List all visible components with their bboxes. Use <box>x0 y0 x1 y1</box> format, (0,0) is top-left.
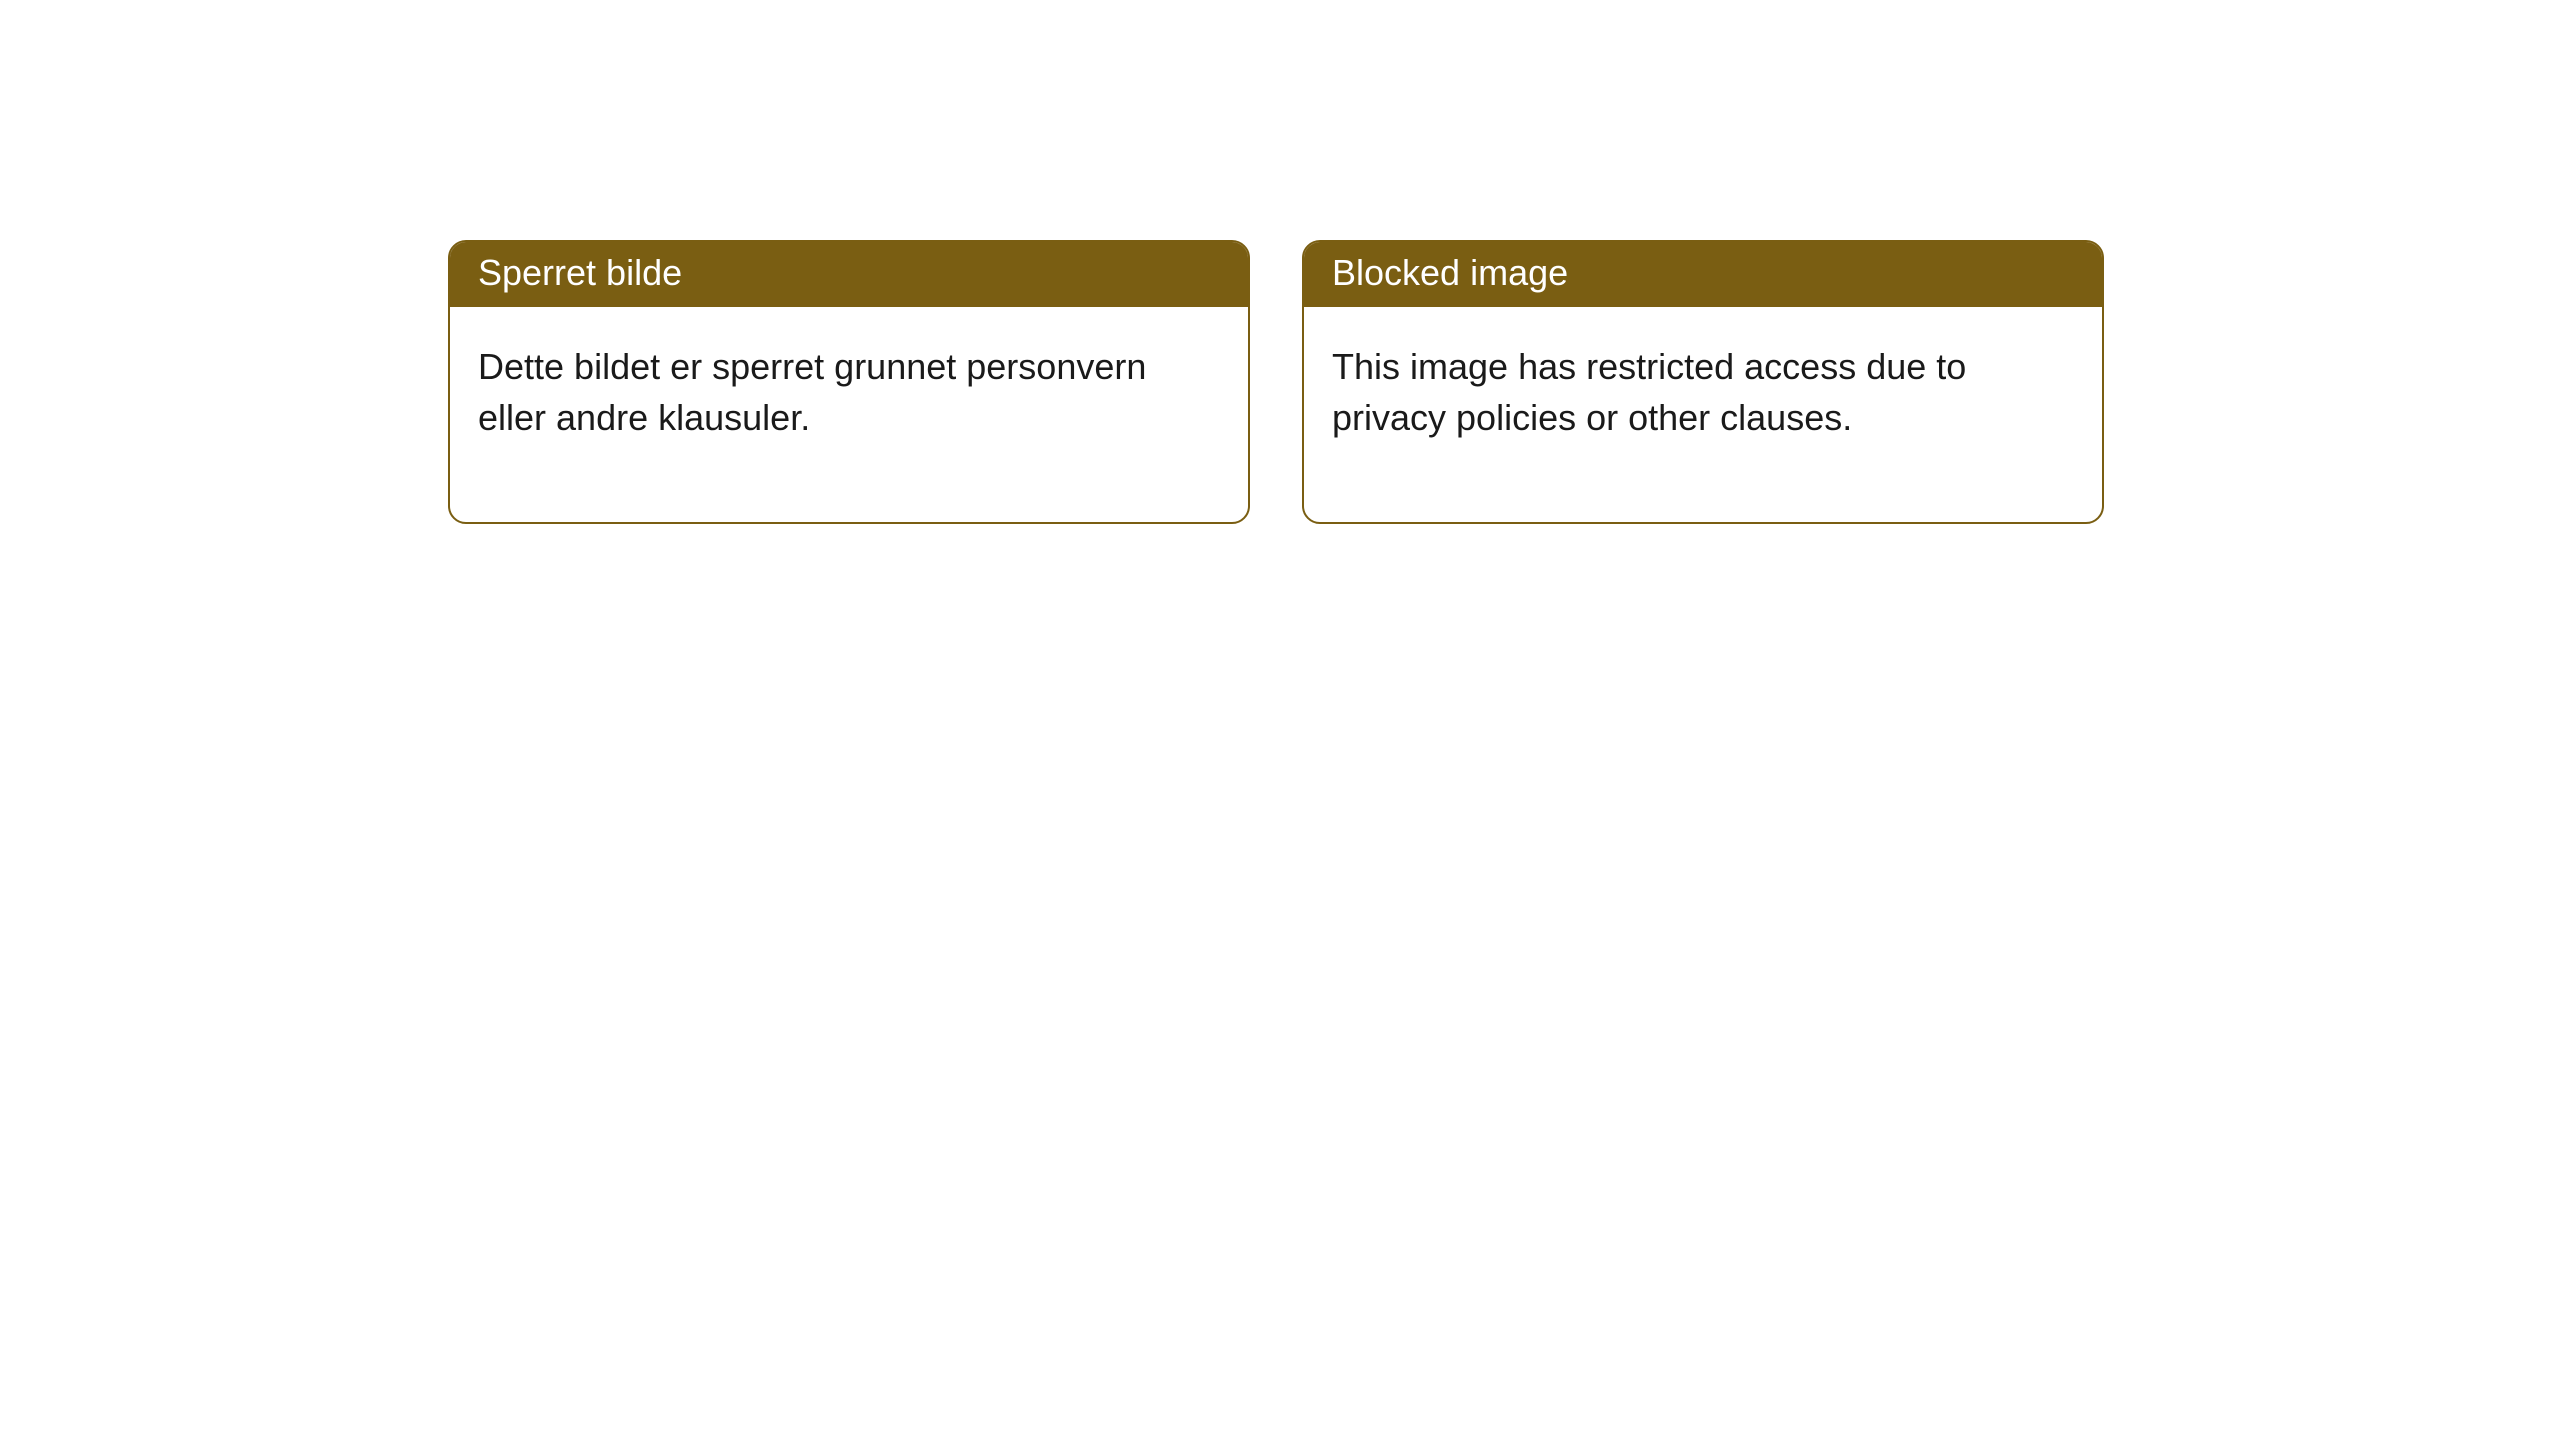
card-body-english: This image has restricted access due to … <box>1304 307 2102 522</box>
blocked-image-card-english: Blocked image This image has restricted … <box>1302 240 2104 524</box>
blocked-image-card-norwegian: Sperret bilde Dette bildet er sperret gr… <box>448 240 1250 524</box>
card-header-norwegian: Sperret bilde <box>450 242 1248 307</box>
card-header-english: Blocked image <box>1304 242 2102 307</box>
cards-container: Sperret bilde Dette bildet er sperret gr… <box>0 0 2560 524</box>
card-body-norwegian: Dette bildet er sperret grunnet personve… <box>450 307 1248 522</box>
